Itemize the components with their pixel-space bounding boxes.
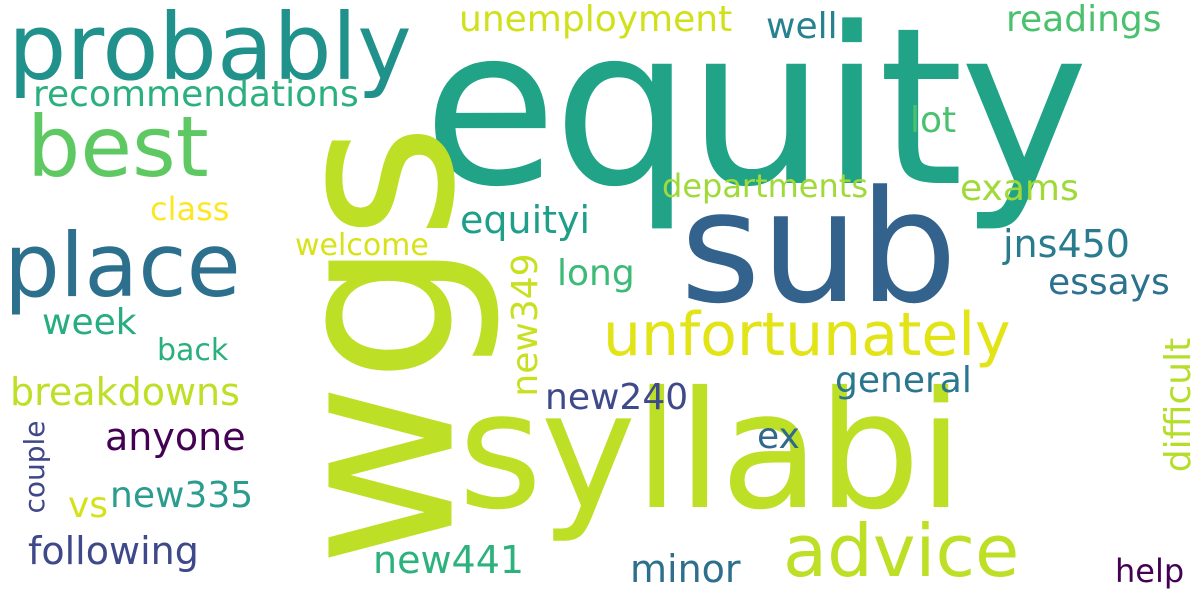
- word-syllabi: syllabi: [458, 358, 963, 546]
- word-week: week: [42, 302, 137, 343]
- word-place: place: [4, 214, 241, 317]
- word-recommendations: recommendations: [33, 74, 359, 115]
- word-new335: new335: [110, 475, 254, 516]
- word-class: class: [150, 190, 230, 228]
- word-sub: sub: [680, 157, 958, 338]
- word-exams: exams: [960, 168, 1079, 209]
- word-essays: essays: [1048, 262, 1170, 303]
- word-best: best: [27, 98, 209, 196]
- word-ex: ex: [757, 416, 800, 457]
- word-unfortunately: unfortunately: [603, 300, 1011, 370]
- word-readings: readings: [1006, 0, 1162, 40]
- word-following: following: [28, 529, 199, 573]
- word-wgs: wgs: [243, 122, 506, 568]
- word-anyone: anyone: [105, 415, 246, 459]
- word-jns450: jns450: [1003, 222, 1130, 266]
- word-back: back: [157, 333, 229, 368]
- word-breakdowns: breakdowns: [10, 370, 240, 414]
- word-long: long: [557, 253, 635, 294]
- word-minor: minor: [630, 547, 741, 591]
- word-advice: advice: [783, 509, 1020, 593]
- word-new441: new441: [373, 538, 525, 582]
- word-help: help: [1115, 552, 1185, 590]
- word-probably: probably: [8, 0, 412, 101]
- word-welcome: welcome: [295, 228, 429, 263]
- word-new349: new349: [505, 253, 546, 397]
- word-lot: lot: [910, 100, 957, 141]
- word-difficult: difficult: [1158, 337, 1199, 473]
- word-vs: vs: [68, 485, 109, 526]
- word-well: well: [766, 6, 838, 47]
- word-general: general: [835, 360, 972, 401]
- word-new240: new240: [545, 377, 689, 418]
- word-unemployment: unemployment: [459, 0, 733, 40]
- word-couple: couple: [18, 420, 51, 514]
- word-equityi: equityi: [460, 198, 591, 242]
- word-equity: equity: [423, 0, 1089, 235]
- word-departments: departments: [662, 167, 868, 205]
